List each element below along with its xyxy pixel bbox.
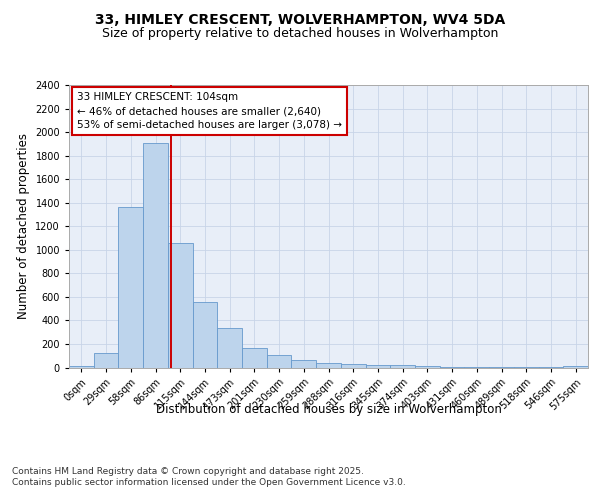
Bar (365, 364, 390, 368)
Bar (316, 364, 341, 368)
Text: Size of property relative to detached houses in Wolverhampton: Size of property relative to detached ho… (102, 28, 498, 40)
Y-axis label: Number of detached properties: Number of detached properties (17, 133, 29, 320)
Bar (94, 354, 118, 368)
Bar (563, 366, 588, 368)
Bar (440, 367, 464, 368)
Bar (464, 367, 489, 368)
Bar (341, 364, 365, 368)
Text: 33 HIMLEY CRESCENT: 104sqm
← 46% of detached houses are smaller (2,640)
53% of s: 33 HIMLEY CRESCENT: 104sqm ← 46% of deta… (77, 92, 342, 130)
Bar (242, 348, 267, 368)
Bar (168, 242, 193, 368)
Text: Distribution of detached houses by size in Wolverhampton: Distribution of detached houses by size … (156, 402, 502, 415)
Bar (267, 354, 292, 368)
Bar (118, 208, 143, 368)
Text: 33, HIMLEY CRESCENT, WOLVERHAMPTON, WV4 5DA: 33, HIMLEY CRESCENT, WOLVERHAMPTON, WV4 … (95, 12, 505, 26)
Bar (143, 142, 168, 368)
Bar (217, 328, 242, 368)
Bar (193, 302, 217, 368)
Bar (415, 366, 440, 368)
Bar (69, 366, 94, 368)
Text: Contains HM Land Registry data © Crown copyright and database right 2025.
Contai: Contains HM Land Registry data © Crown c… (12, 468, 406, 487)
Bar (390, 365, 415, 368)
Bar (292, 360, 316, 368)
